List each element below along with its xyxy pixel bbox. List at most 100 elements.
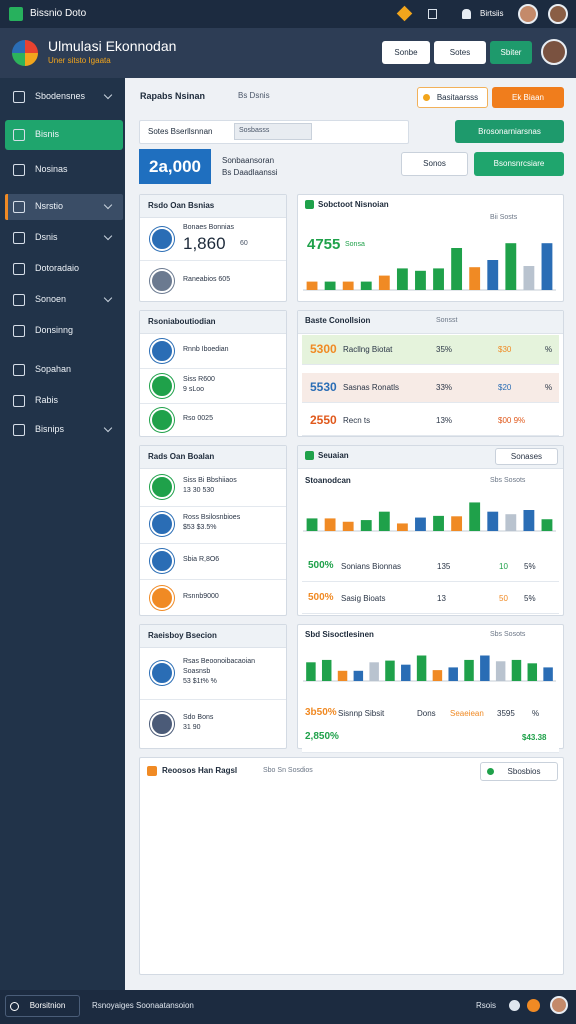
item-icon <box>150 269 174 293</box>
footer-icon <box>527 999 540 1012</box>
table-cell: Sasig Bioats <box>341 594 386 603</box>
footer-avatar <box>550 996 568 1014</box>
item-text: Raneabios 605 <box>183 276 231 283</box>
table-cell: 2,850% <box>305 731 339 742</box>
header-dropdown[interactable]: Sotes <box>434 41 486 64</box>
kpi-value: 2a,000 <box>139 149 211 184</box>
chart-button[interactable]: Sbosbios <box>480 762 558 781</box>
bar <box>487 260 499 290</box>
avatar <box>548 4 568 24</box>
filter-button[interactable]: Brosonarniarsnas <box>455 120 564 143</box>
chart-title: Reoosos Han Ragsl <box>162 766 238 775</box>
item-icon <box>150 548 174 573</box>
bar <box>378 275 390 290</box>
nav-item[interactable]: Bisnips <box>35 424 65 434</box>
bar <box>432 670 443 681</box>
nav-item[interactable]: Nosinas <box>35 164 68 174</box>
card-icon <box>305 451 314 460</box>
table-cell: Racllng Biotat <box>343 345 393 354</box>
nav-item[interactable]: Dotoradaio <box>35 263 80 273</box>
nav-icon <box>13 263 25 275</box>
table-cell: 5530 <box>310 380 337 394</box>
kpi-dropdown[interactable]: Sonos <box>401 152 468 176</box>
bar <box>324 281 336 290</box>
toolbar-button[interactable]: Ek Biaan <box>492 87 564 108</box>
footer-button[interactable]: Borsitnion <box>5 995 80 1017</box>
logo <box>12 40 38 66</box>
bar <box>306 662 316 681</box>
kpi-button[interactable]: Bsonsnrcsiare <box>474 152 564 176</box>
nav-icon <box>13 395 25 407</box>
bar <box>401 664 411 681</box>
nav-item[interactable]: Dsnis <box>35 232 58 242</box>
bar <box>369 662 379 681</box>
brand: Bissnio Doto <box>30 8 87 19</box>
bell-icon[interactable] <box>462 9 471 19</box>
page-title: Ulmulasi Ekonnodan <box>48 38 177 54</box>
bar <box>505 243 517 290</box>
nav-item[interactable]: Bisnis <box>35 129 60 139</box>
nav-icon <box>13 325 25 337</box>
header-button[interactable]: Sbiter <box>490 41 532 64</box>
grid-icon[interactable] <box>428 9 437 19</box>
bar <box>416 655 427 681</box>
toolbar-button[interactable]: Basitaarsss <box>417 87 488 108</box>
table-cell: Seaeiean <box>450 709 484 718</box>
table-cell: 13 <box>437 594 446 603</box>
card-header <box>140 625 286 648</box>
nav-item[interactable]: Rabis <box>35 395 59 405</box>
table-cell: 500% <box>308 592 334 603</box>
nav-item[interactable]: Sonoen <box>35 294 67 304</box>
card <box>297 194 564 302</box>
item-text: 31 90 <box>183 723 201 731</box>
bar <box>495 661 506 681</box>
card-note: Bii Sosts <box>490 214 518 221</box>
nav-item[interactable]: Sbodensnes <box>35 91 86 101</box>
nav-icon <box>13 232 25 244</box>
table-row <box>302 584 559 614</box>
item-text: Soasnsb <box>183 668 211 676</box>
nav-item[interactable]: Donsinng <box>35 325 74 335</box>
bar <box>342 281 354 290</box>
item-icon <box>150 227 174 251</box>
bar <box>451 248 463 290</box>
table-cell: $20 <box>498 383 512 392</box>
app-icon <box>9 7 23 21</box>
bar <box>306 518 318 531</box>
kpi-line: Bs Daadlaanssi <box>222 168 278 177</box>
sidebar <box>0 78 125 990</box>
table-cell: 5% <box>524 562 536 571</box>
item-icon <box>150 661 174 686</box>
table-cell: 10 <box>499 562 508 571</box>
bar <box>451 516 463 531</box>
bar <box>433 515 444 531</box>
header-button[interactable]: Sonbe <box>382 41 430 64</box>
card-header <box>298 311 563 334</box>
item-text: Siss R600 <box>183 375 215 383</box>
table-cell: 33% <box>436 383 453 392</box>
nav-icon <box>13 129 25 141</box>
divider <box>140 402 286 404</box>
item-text: Sbia R,8O6 <box>183 555 220 563</box>
footer-icon <box>509 1000 520 1011</box>
nav-item[interactable]: Nsrstio <box>35 201 64 211</box>
bar <box>541 519 553 531</box>
card-title: Seuaian <box>318 451 349 460</box>
item-text: 13 30 530 <box>183 487 215 495</box>
nav-icon <box>13 201 25 213</box>
bar <box>415 270 426 290</box>
card-button[interactable]: Sonases <box>495 448 558 465</box>
nav-item[interactable]: Sopahan <box>35 364 72 374</box>
bar <box>360 281 372 290</box>
bar <box>505 514 517 531</box>
card-header <box>140 311 286 334</box>
card-note: Sbs Sosots <box>490 477 526 484</box>
item-text: Rnnb Iboedian <box>183 346 229 354</box>
footer <box>0 990 576 1024</box>
card-note: Sbs Sosots <box>490 631 526 638</box>
table-cell: 13% <box>436 416 453 425</box>
item-icon <box>150 339 174 364</box>
filter-input[interactable]: Sosbasss <box>234 123 312 140</box>
nav-icon <box>13 424 25 436</box>
table-row <box>302 723 559 753</box>
